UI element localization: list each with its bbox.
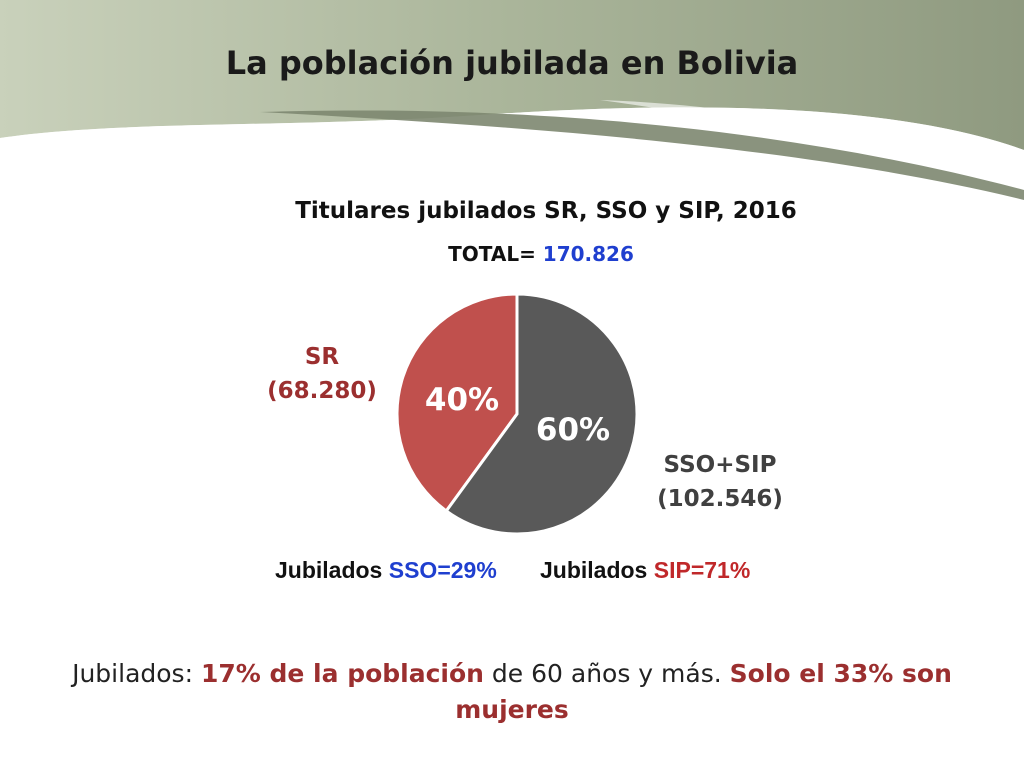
header-band xyxy=(0,0,1024,200)
pie-label-sr-value: (68.280) xyxy=(267,378,377,404)
footer-highlight-2: Solo el 33% son mujeres xyxy=(455,659,952,724)
breakdown-sip: Jubilados SIP=71% xyxy=(540,557,750,584)
breakdown-sso: Jubilados SSO=29% xyxy=(275,557,497,584)
breakdown-sso-prefix: Jubilados xyxy=(275,557,383,583)
slide-title: La población jubilada en Bolivia xyxy=(225,44,799,82)
pie-label-sr-name: SR xyxy=(305,344,340,370)
footer-text-2: de 60 años y más. xyxy=(483,659,730,688)
total-label: TOTAL= xyxy=(448,242,536,266)
footer-note: Jubilados: 17% de la población de 60 año… xyxy=(60,656,964,728)
pie-slice-sr xyxy=(395,292,519,514)
chart-title: Titulares jubilados SR, SSO y SIP, 2016 xyxy=(295,198,797,224)
breakdown-sso-value: SSO=29% xyxy=(388,557,497,583)
breakdown-sip-value: SIP=71% xyxy=(653,557,751,583)
pie-label-sr-percent: 40% xyxy=(425,382,499,418)
pie-label-sso-percent: 60% xyxy=(536,412,610,448)
pie-slice-sso-sip xyxy=(444,292,639,536)
chart-total: TOTAL= 170.826 xyxy=(0,242,1024,266)
footer-highlight-1: 17% de la población xyxy=(200,659,484,688)
breakdown-sip-prefix: Jubilados xyxy=(540,557,648,583)
pie-label-sso-value: (102.546) xyxy=(657,486,783,512)
total-value: 170.826 xyxy=(542,242,634,266)
footer-text-1: Jubilados: xyxy=(72,659,201,688)
pie-label-sso-name: SSO+SIP xyxy=(664,452,777,478)
